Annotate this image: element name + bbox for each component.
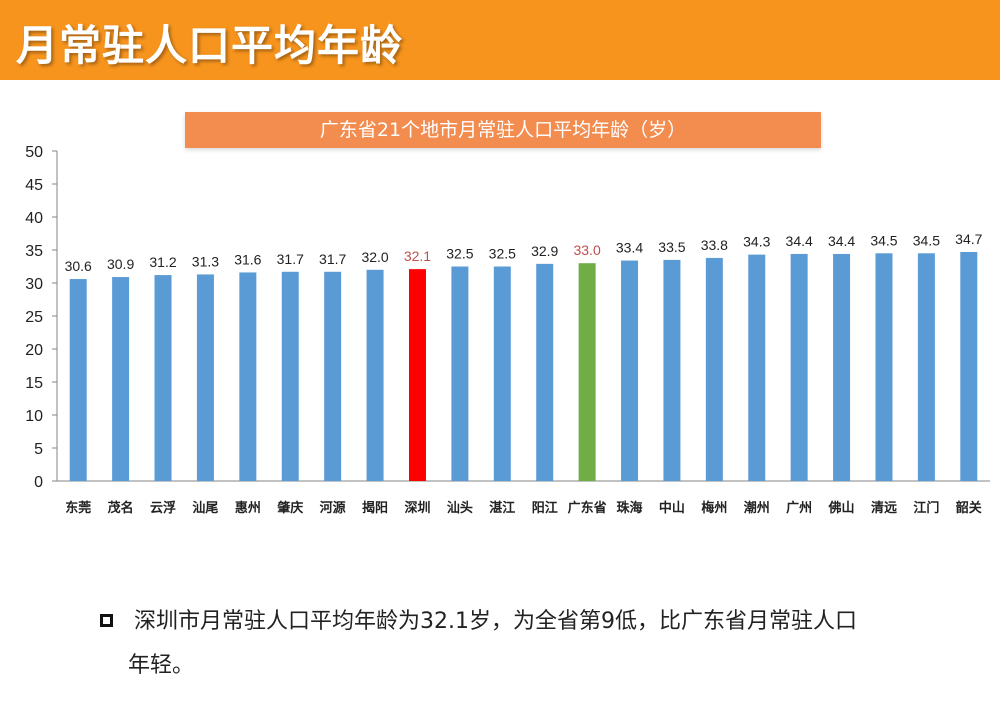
bar [578, 263, 596, 481]
bar [705, 257, 723, 481]
x-tick-label: 潮州 [744, 500, 770, 516]
summary-line-2: 年轻。 [128, 653, 195, 678]
data-label: 34.3 [743, 234, 770, 250]
bar [281, 271, 299, 481]
x-tick-label: 惠州 [235, 500, 261, 516]
bullet-icon [100, 614, 113, 627]
y-tick-label: 5 [34, 441, 43, 458]
data-label: 32.0 [361, 249, 388, 265]
data-label: 34.5 [913, 232, 940, 248]
bar [239, 272, 257, 481]
x-tick-label: 河源 [320, 500, 346, 516]
data-label: 33.5 [658, 239, 685, 255]
data-label: 33.8 [701, 237, 728, 253]
x-tick-label: 云浮 [150, 500, 176, 516]
x-tick-label: 广东省 [568, 500, 607, 516]
y-tick-label: 50 [25, 144, 43, 161]
x-tick-label: 中山 [659, 500, 685, 516]
page-title: 月常驻人口平均年龄 [16, 21, 404, 70]
x-tick-label: 广州 [786, 500, 812, 516]
bar [917, 253, 935, 481]
x-tick-label: 揭阳 [362, 500, 388, 516]
x-tick-label: 肇庆 [276, 500, 303, 516]
data-label: 31.3 [192, 253, 219, 269]
x-tick-label: 清远 [871, 500, 897, 516]
bar [196, 274, 214, 481]
x-tick-label: 汕头 [447, 500, 473, 516]
x-tick-label: 梅州 [701, 500, 727, 516]
data-label: 32.5 [446, 246, 473, 262]
y-tick-label: 30 [25, 276, 43, 293]
bar [324, 271, 342, 481]
y-tick-label: 20 [25, 342, 43, 359]
data-label: 34.4 [786, 233, 813, 249]
bar [621, 260, 639, 481]
data-label: 32.1 [404, 248, 431, 264]
chart-title-banner: 广东省21个地市月常驻人口平均年龄（岁） [185, 112, 821, 148]
data-label: 31.7 [277, 251, 304, 267]
data-label: 31.7 [319, 251, 346, 267]
bar [536, 263, 554, 481]
bar [408, 269, 426, 481]
x-tick-label: 深圳 [404, 500, 430, 516]
x-tick-label: 汕尾 [192, 500, 218, 516]
x-tick-label: 阳江 [532, 500, 558, 516]
y-tick-label: 25 [25, 309, 43, 326]
bar [154, 275, 172, 481]
data-label: 33.0 [573, 242, 600, 258]
x-tick-label: 珠海 [617, 500, 643, 516]
data-label: 31.6 [234, 251, 261, 267]
x-tick-label: 佛山 [828, 500, 855, 516]
bar [663, 259, 681, 481]
bar-chart: 0 5 10 15 20 25 30 35 40 45 50 30.6 东莞 30.9 茂名 31.2 云浮 31… [25, 144, 990, 516]
bar [875, 253, 893, 481]
bar [748, 254, 766, 481]
data-label: 34.5 [870, 232, 897, 248]
summary-line-1: 深圳市月常驻人口平均年龄为32.1岁，为全省第9低，比广东省月常驻人口 [134, 609, 857, 634]
y-tick-label: 35 [25, 243, 43, 260]
data-label: 32.5 [489, 246, 516, 262]
bar [493, 266, 511, 481]
data-label: 34.4 [828, 233, 855, 249]
y-tick-label: 0 [34, 474, 43, 491]
data-label: 33.4 [616, 240, 643, 256]
data-label: 30.9 [107, 256, 134, 272]
bar [112, 277, 130, 481]
x-tick-label: 茂名 [108, 500, 134, 516]
data-label: 32.9 [531, 243, 558, 259]
bar [790, 253, 808, 481]
data-label: 31.2 [149, 254, 176, 270]
bar [960, 251, 978, 481]
y-tick-label: 10 [25, 408, 43, 425]
data-label: 30.6 [65, 258, 92, 274]
y-tick-label: 15 [25, 375, 43, 392]
data-label: 34.7 [955, 231, 982, 247]
x-tick-label: 江门 [913, 500, 939, 516]
x-tick-label: 湛江 [489, 500, 515, 516]
chart-title: 广东省21个地市月常驻人口平均年龄（岁） [319, 119, 687, 141]
x-tick-label: 韶关 [956, 500, 982, 516]
bar [366, 269, 384, 481]
y-tick-label: 40 [25, 210, 43, 227]
summary-text-block: 深圳市月常驻人口平均年龄为32.1岁，为全省第9低，比广东省月常驻人口 年轻。 [100, 600, 960, 688]
bar [69, 279, 87, 481]
bar [833, 253, 851, 481]
y-tick-label: 45 [25, 177, 43, 194]
header-bar: 月常驻人口平均年龄 [0, 0, 1000, 80]
bar [451, 266, 469, 481]
x-tick-label: 东莞 [65, 500, 91, 516]
